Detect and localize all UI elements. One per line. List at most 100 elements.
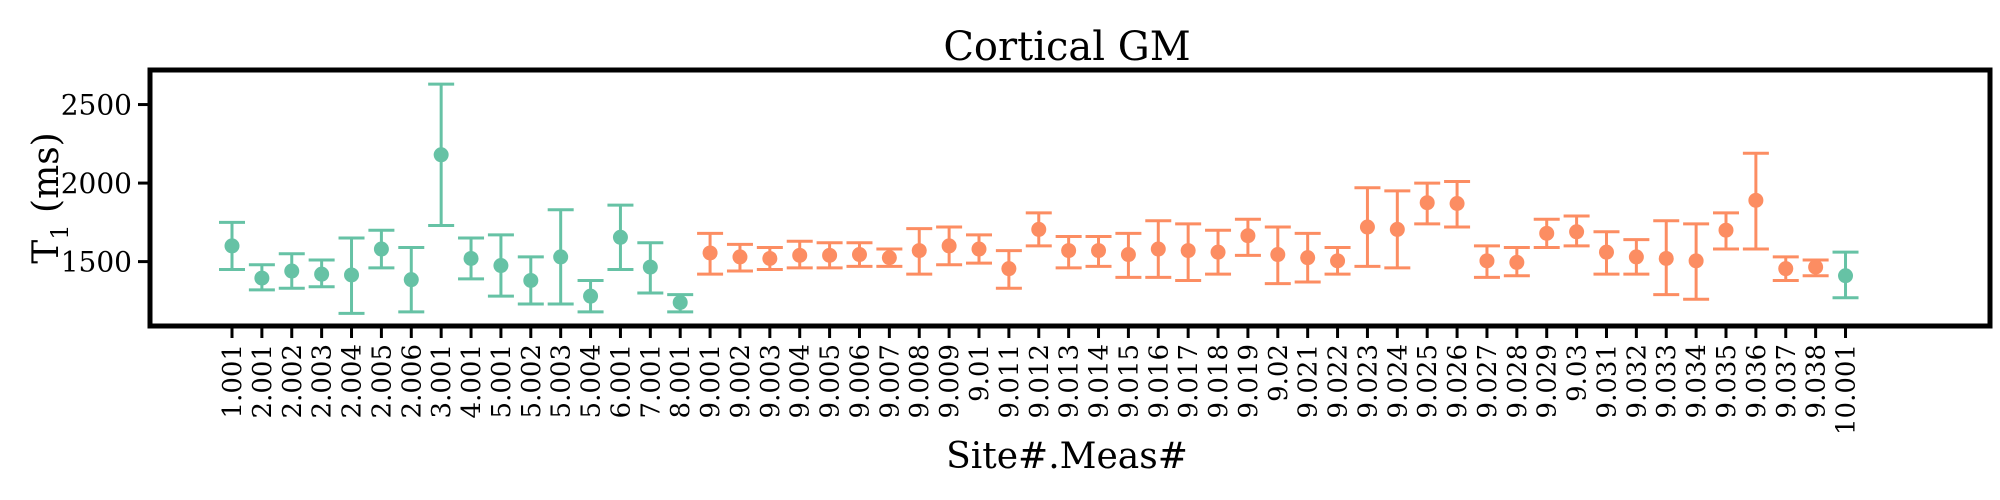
data-point bbox=[792, 247, 808, 263]
data-point bbox=[1210, 244, 1226, 260]
data-point bbox=[433, 147, 449, 163]
x-tick-label: 9.027 bbox=[1473, 344, 1503, 418]
data-point bbox=[941, 238, 957, 254]
data-point bbox=[493, 258, 509, 274]
data-point bbox=[1688, 253, 1704, 269]
data-point bbox=[1658, 250, 1674, 266]
x-tick-label: 9.017 bbox=[1174, 344, 1204, 418]
x-tick-label: 5.003 bbox=[547, 344, 577, 418]
x-tick-label: 9.008 bbox=[905, 344, 935, 418]
x-tick-label: 4.001 bbox=[457, 344, 487, 418]
data-point bbox=[1031, 221, 1047, 237]
x-tick-label: 8.001 bbox=[666, 344, 696, 418]
data-point bbox=[1479, 253, 1495, 269]
data-point bbox=[1539, 225, 1555, 241]
x-tick-label: 9.009 bbox=[935, 344, 965, 418]
plot-frame bbox=[147, 67, 1993, 329]
x-tick-label: 5.001 bbox=[487, 344, 517, 418]
data-point bbox=[702, 245, 718, 261]
x-tick-label: 9.002 bbox=[726, 344, 756, 418]
data-point bbox=[403, 272, 419, 288]
x-tick-label: 9.001 bbox=[696, 344, 726, 418]
x-tick-label: 9.036 bbox=[1742, 344, 1772, 418]
data-point bbox=[851, 247, 867, 263]
x-tick-label: 5.002 bbox=[517, 344, 547, 418]
x-tick-label: 2.001 bbox=[248, 344, 278, 418]
x-tick-label: 9.006 bbox=[845, 344, 875, 418]
x-tick-label: 9.005 bbox=[816, 344, 846, 418]
x-tick-label: 1.001 bbox=[218, 344, 248, 418]
data-point bbox=[1838, 268, 1854, 284]
x-tick-label: 9.03 bbox=[1563, 344, 1593, 402]
x-tick-label: 7.001 bbox=[636, 344, 666, 418]
data-point bbox=[1240, 228, 1256, 244]
data-point bbox=[1061, 243, 1077, 259]
data-point bbox=[1120, 247, 1136, 263]
y-axis-label-subscript: 1 bbox=[46, 224, 74, 239]
x-tick-label: 9.033 bbox=[1652, 344, 1682, 418]
x-tick-label: 9.031 bbox=[1592, 344, 1622, 418]
data-point bbox=[1778, 261, 1794, 277]
x-axis: 1.001 2.001 2.002 2.003 2.004 2.005 2.006 3.001… bbox=[218, 326, 1862, 435]
data-point bbox=[1001, 261, 1017, 277]
x-axis-label: Site#.Meas# bbox=[946, 436, 1188, 477]
x-tick-label: 9.02 bbox=[1264, 344, 1294, 402]
x-tick-label: 9.015 bbox=[1114, 344, 1144, 418]
x-tick-label: 9.026 bbox=[1443, 344, 1473, 418]
data-markers bbox=[219, 82, 1859, 315]
data-point bbox=[373, 241, 389, 257]
x-tick-label: 2.002 bbox=[278, 344, 308, 418]
data-point bbox=[224, 238, 240, 254]
data-point bbox=[762, 250, 778, 266]
x-tick-label: 9.012 bbox=[1025, 344, 1055, 418]
y-tick-label: 2000 bbox=[61, 167, 132, 200]
y-tick-label: 2500 bbox=[61, 89, 132, 122]
x-tick-label: 9.014 bbox=[1085, 344, 1115, 418]
data-point bbox=[911, 243, 927, 259]
x-tick-label: 9.004 bbox=[786, 344, 816, 418]
data-point bbox=[344, 267, 360, 283]
data-point bbox=[1449, 195, 1465, 211]
x-tick-label: 2.005 bbox=[367, 344, 397, 418]
data-point bbox=[1509, 254, 1525, 270]
x-tick-label: 9.021 bbox=[1294, 344, 1324, 418]
x-tick-label: 6.001 bbox=[606, 344, 636, 418]
x-tick-label: 9.032 bbox=[1622, 344, 1652, 418]
chart-title: Cortical GM bbox=[943, 24, 1190, 70]
x-tick-label: 2.003 bbox=[308, 344, 338, 418]
x-tick-label: 9.022 bbox=[1324, 344, 1354, 418]
data-point bbox=[1330, 253, 1346, 269]
data-point bbox=[1569, 224, 1585, 240]
data-point bbox=[1150, 241, 1166, 257]
data-point bbox=[732, 249, 748, 265]
data-point bbox=[971, 241, 987, 257]
data-point bbox=[1808, 259, 1824, 275]
data-point bbox=[1270, 247, 1286, 263]
x-tick-label: 9.007 bbox=[875, 344, 905, 418]
y-axis-label: T1 (ms) bbox=[26, 132, 74, 263]
data-point bbox=[254, 270, 270, 286]
x-tick-label: 9.011 bbox=[995, 344, 1025, 418]
data-point bbox=[642, 259, 658, 275]
x-tick-label: 3.001 bbox=[427, 344, 457, 418]
x-tick-label: 2.004 bbox=[338, 344, 368, 418]
x-tick-label: 9.016 bbox=[1144, 344, 1174, 418]
data-point bbox=[1091, 243, 1107, 259]
data-point bbox=[1180, 243, 1196, 259]
x-tick-label: 9.025 bbox=[1413, 344, 1443, 418]
data-point bbox=[583, 288, 599, 304]
x-tick-label: 9.013 bbox=[1055, 344, 1085, 418]
data-point bbox=[1300, 250, 1316, 266]
x-tick-label: 9.018 bbox=[1204, 344, 1234, 418]
y-axis-label-main: T bbox=[26, 240, 67, 264]
data-point bbox=[822, 247, 838, 263]
data-point bbox=[1389, 221, 1405, 237]
x-tick-label: 9.029 bbox=[1533, 344, 1563, 418]
x-tick-label: 9.028 bbox=[1503, 344, 1533, 418]
data-point bbox=[612, 229, 628, 245]
y-tick-label: 1500 bbox=[61, 246, 132, 279]
x-tick-label: 9.024 bbox=[1383, 344, 1413, 418]
data-point bbox=[1359, 219, 1375, 235]
x-tick-label: 9.01 bbox=[965, 344, 995, 402]
